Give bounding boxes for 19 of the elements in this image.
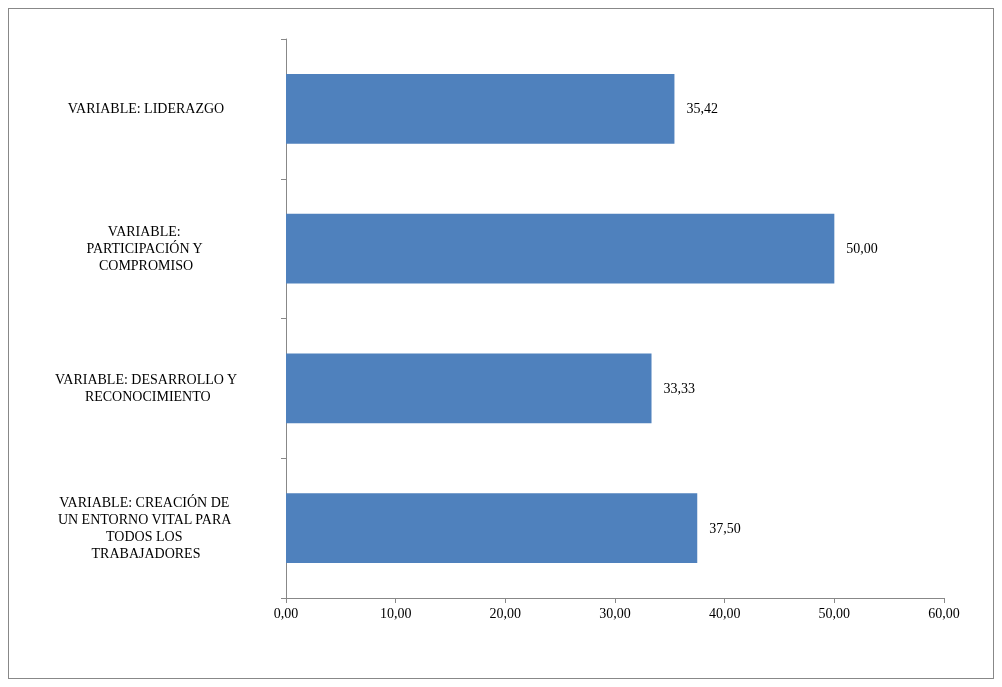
data-label: 35,42 <box>686 101 718 117</box>
y-tick-label: VARIABLE: CREACIÓN DE UN ENTORNO VITAL PARA TODOS LOS TRABAJADORES <box>57 494 235 562</box>
bar <box>286 73 675 144</box>
data-label: 33,33 <box>663 380 696 396</box>
x-tick-label: 60,00 <box>928 605 960 621</box>
x-tick-label: 10,00 <box>379 605 412 621</box>
data-label: 37,50 <box>709 520 741 536</box>
x-tick-label: 40,00 <box>708 605 741 621</box>
y-tick-label: VARIABLE: DESARROLLO Y RECONOCIMIENTO <box>54 372 238 405</box>
x-tick-label: 50,00 <box>818 605 851 621</box>
x-tick-label: 0,00 <box>273 605 299 621</box>
y-tick-label: VARIABLE: LIDERAZGO <box>67 101 225 117</box>
bar <box>286 493 698 564</box>
data-label: 50,00 <box>846 241 878 257</box>
bar <box>286 213 835 284</box>
x-tick-label: 20,00 <box>489 605 522 621</box>
y-tick-label: VARIABLE: PARTICIPACIÓN Y COMPROMISO <box>86 224 206 274</box>
bar <box>286 353 652 424</box>
x-tick-label: 30,00 <box>599 605 631 621</box>
